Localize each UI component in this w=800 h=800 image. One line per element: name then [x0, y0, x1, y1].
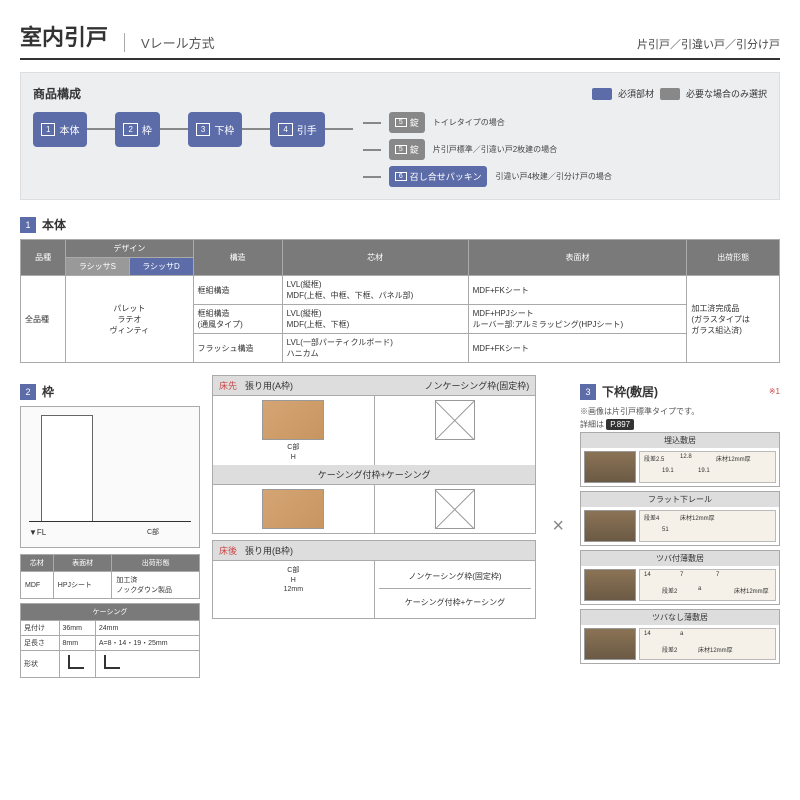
composition-title: 商品構成	[33, 85, 81, 102]
legend-required-swatch	[592, 88, 612, 100]
branch-1: 5錠	[389, 112, 425, 133]
legend-optional-label: 必要な場合のみ選択	[686, 87, 767, 100]
frame-photo	[262, 400, 324, 440]
sill-diagram: 14段差2a床材12mm厚	[639, 628, 776, 660]
flow-node-3: 3下枠	[188, 112, 242, 147]
flow-node-4: 4引手	[270, 112, 324, 147]
section-3-column: 3下枠(敷居)※1 ※画像は片引戸標準タイプです。 詳細は P.897 埋込敷居…	[580, 375, 780, 678]
flow-node-1: 1本体	[33, 112, 87, 147]
flow-diagram: 1本体 2枠 3下枠 4引手 5錠トイレタイプの場合 5錠片引戸標準／引違い戸2…	[33, 112, 767, 187]
legend-required-label: 必須部材	[618, 87, 654, 100]
legend-optional-swatch	[660, 88, 680, 100]
sill-photo	[584, 510, 636, 542]
sill-photo	[584, 569, 636, 601]
casing-table: ケーシング 見付け36mm24mm 足長さ8mmA=8・14・19・25mm 形…	[20, 603, 200, 678]
page-header: 室内引戸 Vレール方式 片引戸／引違い戸／引分け戸	[20, 20, 780, 60]
legend: 必須部材 必要な場合のみ選択	[592, 87, 767, 100]
sill-item: ツバ付薄敷居14段差27a7床材12mm厚	[580, 550, 780, 605]
section-2-mid: 床先張り用(A枠)ノンケーシング枠(固定枠) C部H ケーシング付枠+ケーシング…	[212, 375, 536, 678]
cross-section-icon	[435, 400, 475, 440]
sill-diagram: 段差451床材12mm厚	[639, 510, 776, 542]
sill-item: フラット下レール段差451床材12mm厚	[580, 491, 780, 546]
sill-photo	[584, 628, 636, 660]
branch-2: 5錠	[389, 139, 425, 160]
sill-diagram: 段差2.519.112.819.1床材12mm厚	[639, 451, 776, 483]
section-1-header: 1 本体	[20, 216, 780, 233]
sill-item: ツバなし薄敷居14段差2a床材12mm厚	[580, 609, 780, 664]
frame-a-box: 床先張り用(A枠)ノンケーシング枠(固定枠) C部H ケーシング付枠+ケーシング	[212, 375, 536, 534]
page-subtitle: Vレール方式	[124, 33, 215, 52]
flow-node-2: 2枠	[115, 112, 159, 147]
mini-material-table: 芯材表面材出荷形態 MDFHPJシート加工済 ノックダウン製品	[20, 554, 200, 599]
variants-text: 片引戸／引違い戸／引分け戸	[637, 36, 780, 52]
frame-b-box: 床後張り用(B枠) C部H12mm ノンケーシング枠(固定枠) ケーシング付枠+…	[212, 540, 536, 619]
branch-3: 6召し合せパッキン	[389, 166, 488, 187]
section-2-left: 2枠 ▼FL C部 芯材表面材出荷形態 MDFHPJシート加工済 ノックダウン製…	[20, 375, 200, 678]
flow-branches: 5錠トイレタイプの場合 5錠片引戸標準／引違い戸2枚建の場合 6召し合せパッキン…	[363, 112, 612, 187]
multiply-separator: ×	[548, 515, 568, 538]
door-diagram: ▼FL C部	[20, 406, 200, 548]
sill-diagram: 14段差27a7床材12mm厚	[639, 569, 776, 601]
section-1-table: 品種 デザイン 構造 芯材 表面材 出荷形態 ラシッサSラシッサD 全品種 パレ…	[20, 239, 780, 363]
page-title: 室内引戸	[20, 20, 108, 52]
composition-panel: 商品構成 必須部材 必要な場合のみ選択 1本体 2枠 3下枠 4引手 5錠トイレ…	[20, 72, 780, 200]
sill-item: 埋込敷居段差2.519.112.819.1床材12mm厚	[580, 432, 780, 487]
sill-photo	[584, 451, 636, 483]
